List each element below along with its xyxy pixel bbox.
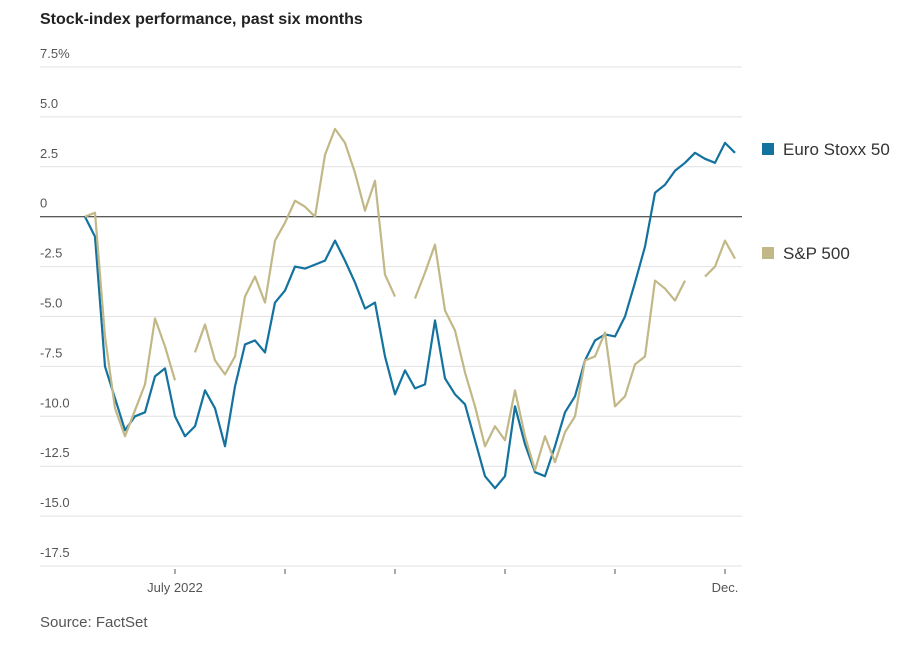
- series-line: [84, 127, 736, 472]
- x-tick-label: July 2022: [147, 580, 203, 595]
- legend-swatch: [762, 247, 774, 259]
- y-tick-label: 7.5%: [40, 46, 70, 61]
- y-tick-label: -17.5: [40, 545, 70, 560]
- chart-title: Stock-index performance, past six months: [40, 11, 363, 28]
- y-tick-label: -5.0: [40, 296, 62, 311]
- legend-label: Euro Stoxx 50: [783, 140, 890, 159]
- y-tick-label: 5.0: [40, 96, 58, 111]
- legend-swatch: [762, 143, 774, 155]
- x-tick-label: Dec.: [712, 580, 739, 595]
- y-tick-label: -2.5: [40, 246, 62, 261]
- y-tick-label: -10.0: [40, 395, 70, 410]
- y-tick-label: 2.5: [40, 146, 58, 161]
- y-tick-label: -12.5: [40, 445, 70, 460]
- source: Source: FactSet: [40, 614, 148, 631]
- legend-label: S&P 500: [783, 244, 850, 263]
- y-tick-label: 0: [40, 196, 47, 211]
- y-tick-label: -7.5: [40, 345, 62, 360]
- y-tick-label: -15.0: [40, 495, 70, 510]
- series-line: [84, 141, 736, 490]
